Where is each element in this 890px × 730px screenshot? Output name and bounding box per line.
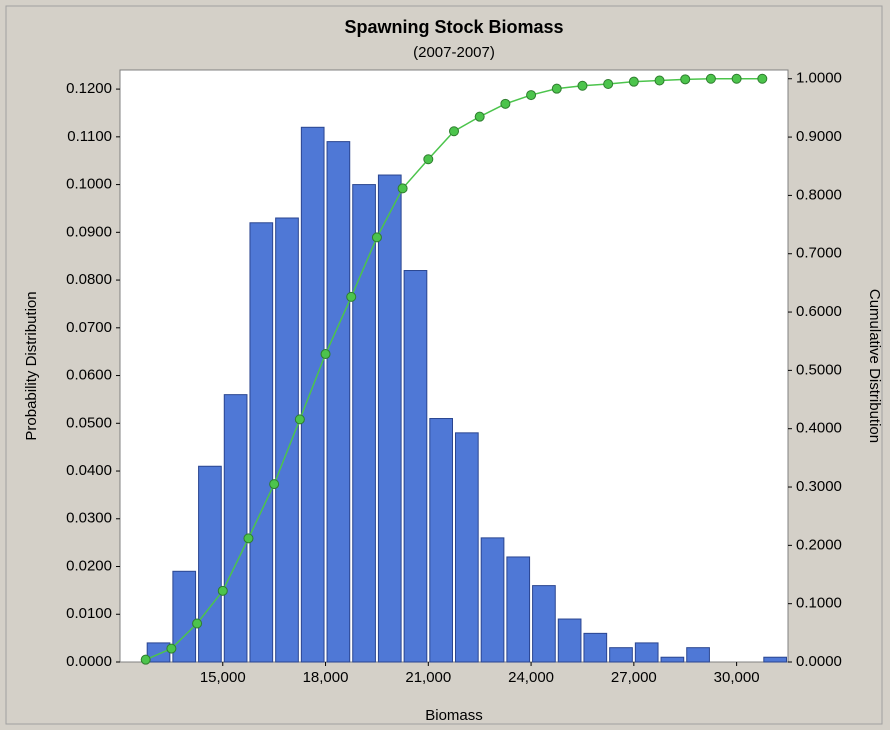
cumulative-point — [474, 111, 485, 122]
chart-title: Spawning Stock Biomass — [344, 17, 563, 37]
y2-tick-label: 0.9000 — [796, 128, 842, 145]
y2-tick-label: 0.5000 — [796, 361, 842, 378]
cumulative-point — [294, 414, 305, 425]
bar — [300, 126, 325, 663]
y2-axis-label: Cumulative Distribution — [866, 289, 883, 443]
y2-tick-label: 1.0000 — [796, 70, 842, 87]
bar — [506, 556, 531, 663]
bar — [377, 174, 402, 663]
bar — [634, 642, 659, 663]
y-tick-label: 0.1100 — [67, 128, 112, 145]
bar — [403, 270, 428, 663]
y-axis-label: Probability Distribution — [23, 291, 40, 440]
y2-tick-label: 0.4000 — [796, 420, 842, 437]
x-tick-label: 27,000 — [611, 669, 657, 686]
cumulative-point — [603, 78, 614, 89]
bar — [172, 570, 197, 663]
cumulative-point — [320, 349, 331, 360]
y2-tick-label: 0.2000 — [796, 536, 842, 553]
y-tick-label: 0.0300 — [66, 510, 112, 527]
bar — [557, 618, 582, 663]
y-tick-label: 0.1000 — [66, 176, 112, 193]
x-tick-label: 30,000 — [714, 669, 760, 686]
bar — [455, 432, 479, 663]
cumulative-point — [500, 98, 511, 109]
cumulative-point — [705, 73, 716, 84]
cumulative-point — [140, 654, 151, 665]
y-tick-label: 0.0900 — [66, 223, 112, 240]
bar — [660, 656, 685, 663]
chart-subtitle: (2007-2007) — [413, 44, 495, 61]
cumulative-point — [243, 533, 254, 544]
bar — [686, 647, 710, 663]
cumulative-point — [346, 291, 357, 302]
cumulative-point — [577, 80, 588, 91]
cumulative-point — [371, 232, 382, 243]
cumulative-point — [526, 90, 537, 101]
cumulative-point — [423, 154, 434, 165]
y-tick-label: 0.0100 — [66, 605, 112, 622]
bar — [429, 418, 453, 663]
bar — [763, 656, 787, 663]
x-axis-label: Biomass — [425, 707, 483, 724]
bar — [583, 632, 608, 663]
cumulative-point — [397, 183, 408, 194]
bar — [480, 537, 505, 663]
x-tick-label: 21,000 — [405, 669, 451, 686]
bar — [352, 184, 376, 663]
bar — [609, 647, 633, 663]
y-tick-label: 0.0600 — [66, 367, 112, 384]
y2-tick-label: 0.7000 — [796, 245, 842, 262]
cumulative-point — [680, 74, 691, 85]
y-tick-label: 0.0200 — [66, 557, 112, 574]
bar — [249, 222, 274, 663]
y-tick-label: 0.0400 — [66, 462, 112, 479]
cumulative-point — [192, 618, 203, 629]
x-tick-label: 15,000 — [200, 669, 246, 686]
bar — [198, 465, 222, 663]
cumulative-point — [731, 73, 742, 84]
cumulative-point — [217, 585, 228, 596]
cumulative-point — [551, 83, 562, 94]
x-tick-label: 18,000 — [303, 669, 349, 686]
cumulative-point — [654, 75, 665, 86]
y-tick-label: 0.0700 — [66, 319, 112, 336]
y-tick-label: 0.0800 — [66, 271, 112, 288]
cumulative-point — [269, 479, 280, 490]
y2-tick-label: 0.6000 — [796, 303, 842, 320]
cumulative-point — [449, 126, 459, 137]
bar — [326, 141, 351, 663]
bar — [223, 394, 248, 663]
y-tick-label: 0.1200 — [66, 80, 112, 97]
y2-tick-label: 0.8000 — [796, 186, 842, 203]
frame — [5, 5, 883, 725]
cumulative-point — [628, 76, 639, 87]
cumulative-point — [757, 73, 768, 84]
cumulative-point — [166, 643, 177, 654]
y2-tick-label: 0.3000 — [796, 478, 842, 495]
y-tick-label: 0.0500 — [66, 414, 112, 431]
bar — [532, 585, 556, 663]
y-tick-label: 0.0000 — [66, 653, 112, 670]
x-tick-label: 24,000 — [508, 669, 554, 686]
bar — [275, 217, 299, 663]
y2-tick-label: 0.0000 — [796, 653, 842, 670]
y2-tick-label: 0.1000 — [796, 595, 842, 612]
